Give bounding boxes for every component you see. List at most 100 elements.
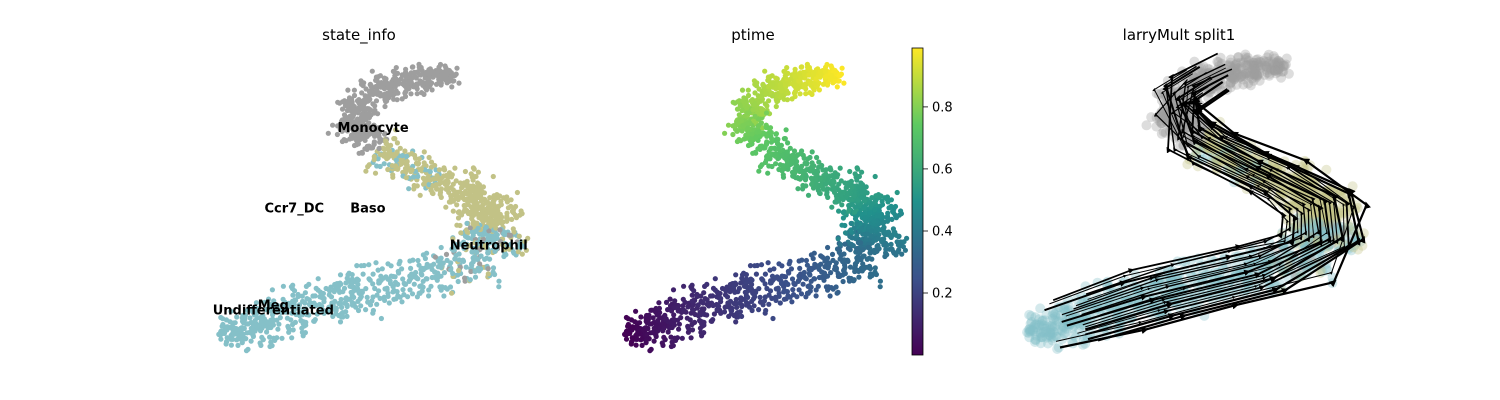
cell-point — [662, 337, 668, 343]
cell-point — [369, 298, 375, 304]
cell-point — [790, 287, 796, 293]
cell-point — [651, 338, 657, 344]
cell-point — [457, 241, 463, 247]
cell-point — [676, 326, 682, 332]
cell-point — [756, 168, 762, 174]
cell-point — [340, 120, 346, 126]
cell-point — [280, 296, 286, 302]
cell-point — [709, 293, 716, 299]
cell-point — [264, 329, 270, 335]
cell-point — [455, 209, 461, 215]
cell-point — [235, 336, 241, 342]
cell-point — [335, 99, 341, 105]
cell-point — [786, 261, 792, 267]
cell-point — [846, 203, 852, 209]
cell-point — [382, 297, 388, 303]
points-state-info — [216, 61, 531, 354]
cell-point — [218, 314, 224, 321]
cell-point — [739, 313, 745, 319]
cell-point — [351, 92, 358, 99]
cell-point — [766, 98, 772, 104]
cell-point — [806, 166, 813, 172]
cell-point — [399, 299, 405, 305]
cell-point — [443, 251, 450, 257]
cell-point — [861, 266, 867, 272]
cell-point — [468, 193, 474, 199]
cell-point — [766, 125, 772, 131]
cell-point — [365, 299, 371, 305]
cell-point — [315, 276, 321, 282]
cell-point — [342, 103, 349, 109]
cell-point — [496, 284, 502, 290]
cell-point — [859, 190, 865, 196]
cell-point — [741, 95, 747, 101]
cell-point — [872, 173, 878, 180]
cell-point — [451, 72, 457, 78]
cell-point — [805, 192, 812, 198]
cell-point — [411, 281, 417, 287]
cell-point — [371, 141, 377, 147]
cell-point — [1052, 344, 1063, 354]
cell-point — [344, 313, 350, 319]
cell-point — [856, 256, 862, 262]
cell-point — [415, 257, 421, 264]
cell-point — [701, 290, 707, 296]
cell-point — [289, 335, 295, 341]
cell-point — [888, 232, 894, 238]
cell-point — [423, 69, 429, 76]
cell-point — [854, 221, 860, 227]
cell-point — [691, 288, 697, 294]
cell-point — [381, 146, 387, 152]
cell-point — [502, 232, 508, 238]
cell-point — [470, 221, 476, 227]
cell-point — [391, 69, 398, 75]
cell-point — [803, 294, 809, 300]
cell-point — [302, 330, 308, 336]
cell-point — [403, 175, 409, 181]
cell-point — [351, 87, 357, 93]
cell-point — [444, 257, 450, 263]
cell-point — [505, 205, 511, 211]
cell-point — [290, 292, 296, 298]
cell-point — [727, 298, 734, 304]
cell-point — [514, 189, 521, 196]
cell-point — [421, 91, 427, 97]
cell-point — [405, 294, 411, 300]
cell-point — [375, 74, 381, 80]
cell-point — [411, 186, 417, 192]
cell-point — [877, 213, 883, 219]
cell-point — [418, 166, 424, 172]
cell-point — [453, 178, 459, 184]
cell-point — [425, 176, 431, 182]
cell-point — [858, 225, 864, 231]
cell-point — [828, 270, 834, 276]
cell-point — [762, 294, 768, 300]
cell-point — [318, 303, 324, 309]
cell-point — [509, 216, 515, 222]
cell-point — [679, 335, 685, 341]
cell-point — [438, 186, 444, 192]
cell-point — [758, 106, 765, 112]
cell-point — [834, 290, 840, 296]
cell-point — [848, 178, 855, 184]
cell-point — [286, 329, 292, 335]
cell-point — [831, 178, 837, 184]
cell-point — [660, 342, 666, 348]
cell-point — [339, 106, 346, 112]
cell-point — [785, 268, 792, 274]
cell-point — [399, 158, 405, 164]
cell-point — [376, 145, 382, 152]
cell-point — [462, 168, 468, 175]
cell-point — [745, 142, 752, 149]
cell-point — [223, 341, 229, 347]
cell-point — [726, 313, 732, 319]
cell-point — [885, 216, 891, 222]
cell-point — [877, 278, 884, 284]
cell-point — [1242, 60, 1253, 71]
cell-point — [819, 269, 825, 275]
cell-point — [240, 337, 246, 343]
cell-point — [743, 276, 750, 282]
cell-point — [459, 185, 465, 191]
cell-point — [435, 68, 441, 74]
cell-point — [354, 263, 360, 269]
